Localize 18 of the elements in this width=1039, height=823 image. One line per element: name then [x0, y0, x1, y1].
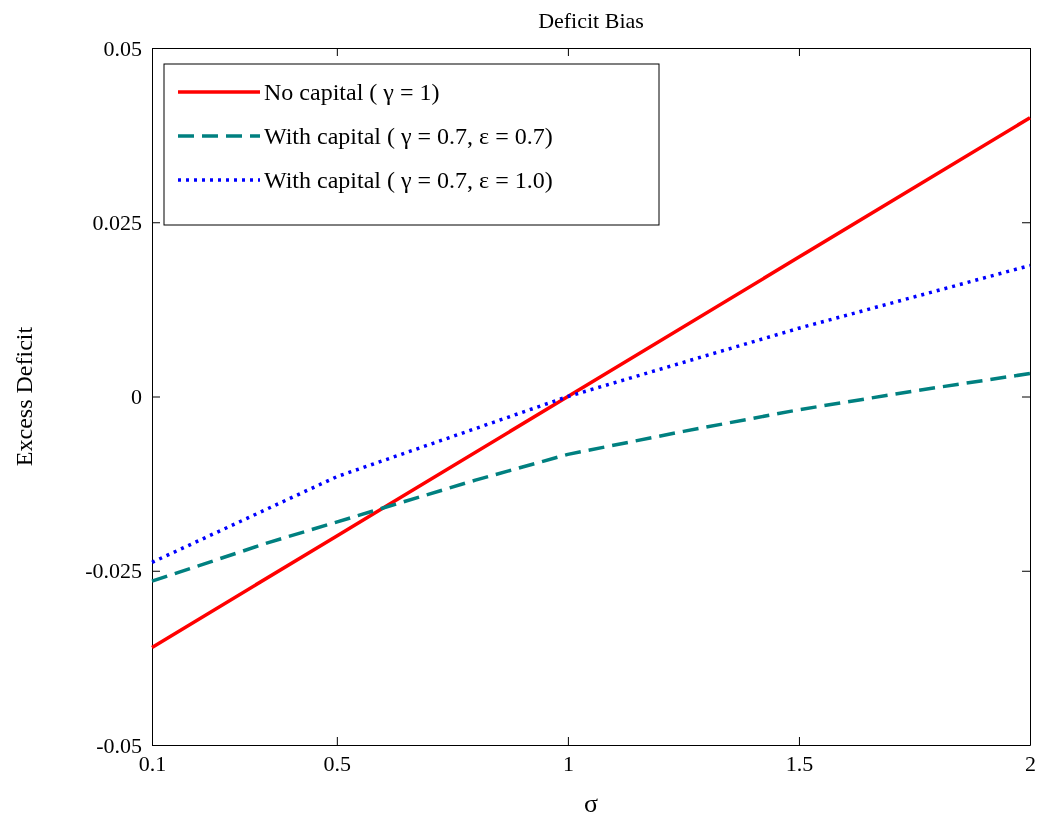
x-tick-label: 0.5: [323, 750, 352, 776]
legend-label: With capital ( γ = 0.7, ε = 0.7): [264, 123, 553, 149]
line-series: [150, 371, 1032, 583]
y-tick-label: -0.025: [85, 558, 142, 584]
x-axis-title: σ: [583, 789, 599, 818]
chart-title: Deficit Bias: [538, 8, 644, 33]
y-tick-label: -0.05: [96, 732, 142, 758]
y-tick-label: 0.05: [103, 35, 142, 61]
line-series: [150, 115, 1032, 650]
y-axis-title: Excess Deficit: [11, 326, 37, 467]
y-tick-label: 0.025: [92, 209, 142, 235]
line-series: [150, 263, 1032, 565]
x-tick-label: 1: [562, 750, 574, 776]
legend-label: No capital ( γ = 1): [264, 79, 440, 105]
x-tick-label: 1.5: [785, 750, 814, 776]
y-tick-label: 0: [131, 384, 142, 410]
legend-label: With capital ( γ = 0.7, ε = 1.0): [264, 167, 553, 193]
x-tick-label: 2: [1025, 750, 1036, 776]
